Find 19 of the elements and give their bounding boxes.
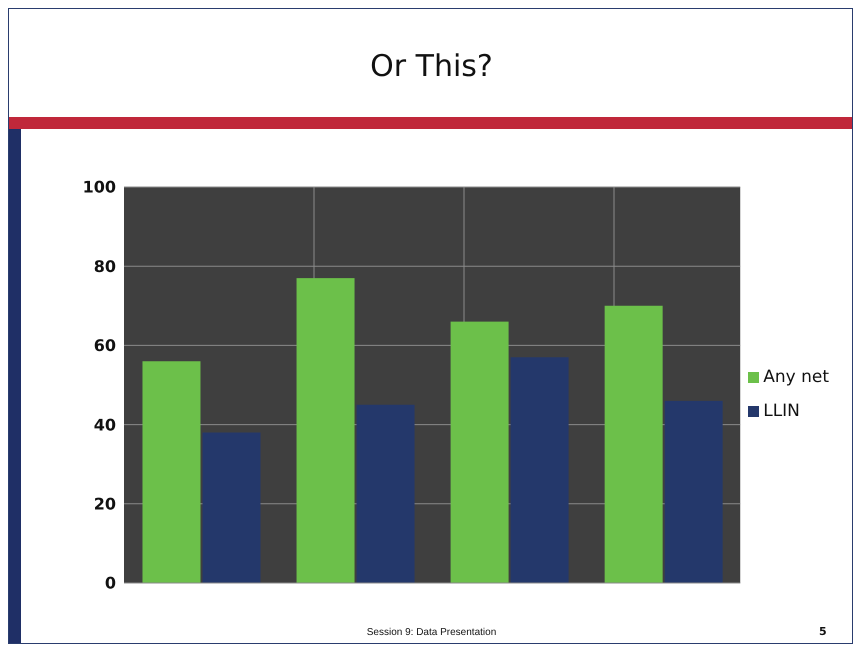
y-tick-label: 40 bbox=[94, 415, 116, 434]
y-tick-label: 60 bbox=[94, 336, 116, 356]
y-tick-label: 80 bbox=[94, 256, 116, 276]
text: 5 bbox=[819, 625, 827, 638]
bar bbox=[296, 278, 355, 583]
bar bbox=[664, 400, 723, 583]
legend-label: LLIN bbox=[763, 401, 800, 421]
y-tick-label: 0 bbox=[104, 574, 116, 593]
bar bbox=[450, 322, 509, 583]
y-tick-label: 20 bbox=[94, 494, 116, 514]
y-tick-label: 100 bbox=[82, 178, 116, 197]
bar bbox=[356, 404, 415, 583]
bar bbox=[510, 357, 569, 583]
bar bbox=[202, 432, 260, 583]
bar bbox=[604, 306, 663, 583]
chart-title: Or This? bbox=[369, 49, 494, 84]
text: Session 9: Data Presentation bbox=[366, 627, 496, 638]
legend-label: Any net bbox=[763, 367, 829, 387]
bar bbox=[142, 361, 200, 583]
